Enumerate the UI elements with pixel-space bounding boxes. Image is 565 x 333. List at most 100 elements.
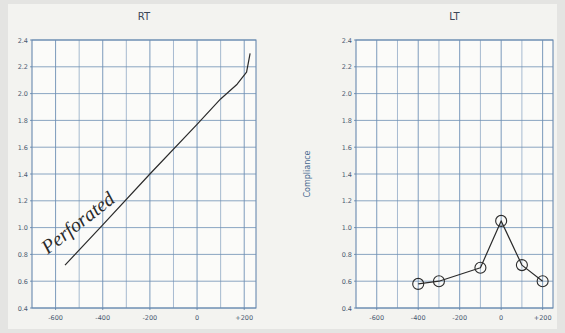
y-tick-label: 0.6	[342, 278, 352, 286]
grid-line	[197, 40, 198, 308]
tick-mark	[354, 308, 356, 309]
tick-mark	[30, 147, 32, 148]
grid-line	[356, 200, 553, 201]
data-line	[65, 53, 250, 265]
plot-frame	[32, 40, 256, 308]
y-tick-label: 2.4	[18, 37, 28, 45]
y-tick-label: 2.2	[18, 63, 28, 71]
grid-line	[356, 308, 553, 309]
tick-mark	[542, 308, 543, 310]
tick-mark	[354, 174, 356, 175]
x-tick-label: 0	[195, 314, 199, 322]
minor-grid-line	[173, 40, 174, 308]
minor-grid-line	[438, 40, 439, 308]
tick-mark	[354, 147, 356, 148]
tick-mark	[354, 200, 356, 201]
tick-mark	[102, 308, 103, 310]
grid-line	[244, 40, 245, 308]
grid-line	[356, 40, 553, 41]
grid-line	[55, 40, 56, 308]
data-group	[413, 215, 548, 289]
grid-line	[356, 120, 553, 121]
grid-line	[32, 147, 256, 148]
minor-grid-line	[79, 40, 80, 308]
y-tick-label: 2.0	[18, 90, 28, 98]
x-tick-label: +200	[534, 314, 552, 322]
tick-mark	[354, 66, 356, 67]
y-tick-label: 1.6	[342, 144, 352, 152]
tick-mark	[30, 40, 32, 41]
chart-title: LT	[449, 11, 460, 22]
data-point	[496, 215, 507, 226]
y-tick-label: 1.4	[342, 171, 352, 179]
y-tick-label: 0.4	[18, 305, 28, 313]
tick-mark	[30, 174, 32, 175]
y-tick-label: 0.8	[342, 251, 352, 259]
tick-mark	[30, 66, 32, 67]
grid-line	[356, 66, 553, 67]
grid-line	[32, 93, 256, 94]
minor-grid-line	[521, 40, 522, 308]
grid-line	[356, 93, 553, 94]
tick-mark	[354, 40, 356, 41]
annotation: Perforated	[36, 187, 120, 260]
tick-mark	[354, 227, 356, 228]
tick-mark	[149, 308, 150, 310]
root: 0.40.60.81.01.21.41.61.82.02.22.4-600-40…	[0, 0, 565, 333]
tick-mark	[354, 254, 356, 255]
grid-line	[356, 174, 553, 175]
x-tick-label: +200	[235, 314, 253, 322]
tick-mark	[55, 308, 56, 310]
grid-line	[32, 120, 256, 121]
x-tick-label: -600	[369, 314, 384, 322]
grid-line	[356, 281, 553, 282]
x-tick-label: -400	[411, 314, 426, 322]
x-tick-label: 0	[499, 314, 503, 322]
tick-mark	[354, 93, 356, 94]
chart-svg: 0.40.60.81.01.21.41.61.82.02.22.4-600-40…	[0, 0, 565, 333]
tick-mark	[418, 308, 419, 310]
grid-line	[418, 40, 419, 308]
chart-title: RT	[138, 11, 151, 22]
y-tick-label: 1.8	[18, 117, 28, 125]
x-tick-label: -200	[143, 314, 158, 322]
tick-mark	[459, 308, 460, 310]
grid-line	[376, 40, 377, 308]
grid-line	[356, 227, 553, 228]
tick-mark	[244, 308, 245, 310]
y-tick-label: 1.0	[342, 224, 352, 232]
grid-line	[356, 147, 553, 148]
tick-mark	[354, 281, 356, 282]
grid-line	[356, 254, 553, 255]
minor-grid-line	[397, 40, 398, 308]
tick-mark	[30, 200, 32, 201]
grid-line	[32, 174, 256, 175]
panel: 0.40.60.81.01.21.41.61.82.02.22.4-600-40…	[18, 11, 256, 322]
tick-mark	[30, 308, 32, 309]
tick-mark	[30, 254, 32, 255]
x-tick-label: -600	[48, 314, 63, 322]
y-tick-label: 1.8	[342, 117, 352, 125]
grid-line	[32, 281, 256, 282]
y-tick-label: 2.4	[342, 37, 352, 45]
data-point	[433, 276, 444, 287]
data-point	[413, 278, 424, 289]
y-tick-label: 1.4	[18, 171, 28, 179]
data-point	[475, 262, 486, 273]
minor-grid-line	[220, 40, 221, 308]
y-tick-label: 1.6	[18, 144, 28, 152]
y-tick-label: 2.0	[342, 90, 352, 98]
y-tick-label: 0.8	[18, 251, 28, 259]
data-point	[516, 260, 527, 271]
panel: 0.40.60.81.01.21.41.61.82.02.22.4-600-40…	[303, 11, 553, 322]
grid-line	[102, 40, 103, 308]
data-line	[418, 221, 542, 284]
paper	[8, 4, 557, 329]
grid-line	[32, 254, 256, 255]
tick-mark	[30, 93, 32, 94]
data-point	[537, 276, 548, 287]
grid-line	[32, 66, 256, 67]
y-tick-label: 1.0	[18, 224, 28, 232]
x-tick-label: -400	[95, 314, 110, 322]
grid-line	[459, 40, 460, 308]
